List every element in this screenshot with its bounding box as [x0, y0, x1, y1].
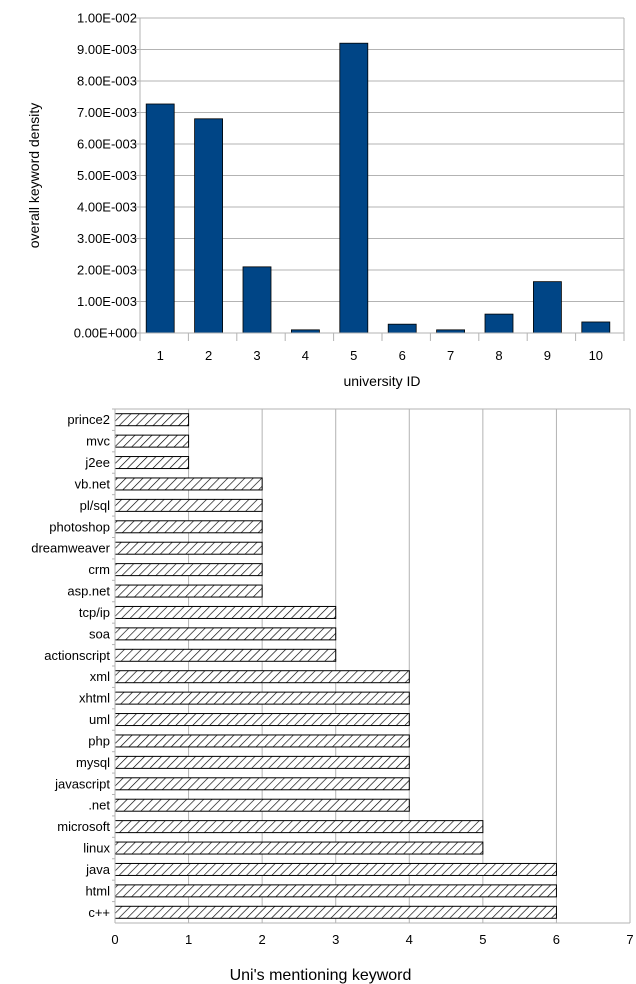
category-label: uml	[89, 712, 110, 727]
x-tick-label: 2	[259, 932, 266, 947]
category-label: c++	[88, 905, 110, 920]
bars	[114, 413, 557, 919]
category-label: php	[88, 733, 110, 748]
x-tick-label: 10	[589, 348, 603, 363]
category-label: microsoft	[57, 819, 110, 834]
x-tick-label: 7	[447, 348, 454, 363]
x-tick-label: 3	[332, 932, 339, 947]
category-label: actionscript	[44, 648, 110, 663]
category-label: pl/sql	[80, 498, 110, 513]
category-label: prince2	[67, 412, 110, 427]
bar	[114, 862, 557, 876]
y-tick-label: 8.00E-003	[77, 74, 137, 89]
bar	[387, 323, 417, 334]
category-label: crm	[88, 562, 110, 577]
bar	[484, 313, 514, 334]
bar	[114, 777, 410, 791]
x-tick-label: 6	[553, 932, 560, 947]
y-axis-ticks: 0.00E+000 1.00E-003 2.00E-003 3.00E-003 4.00…	[74, 11, 625, 341]
category-label: soa	[89, 626, 111, 641]
bar	[114, 456, 190, 470]
bar	[114, 584, 263, 598]
y-tick-label: 2.00E-003	[77, 263, 137, 278]
bar	[114, 905, 557, 919]
x-tick-label: 5	[479, 932, 486, 947]
bar	[114, 541, 263, 555]
category-label: mvc	[86, 434, 110, 449]
bar	[114, 841, 484, 855]
x-tick-label: 4	[406, 932, 413, 947]
bar	[114, 520, 263, 534]
keyword-mentions-chart: prince2 mvc j2ee vb.net pl/sql photoshop dream…	[31, 408, 634, 984]
bar	[145, 103, 175, 334]
bar	[114, 691, 410, 705]
y-tick-label: 7.00E-003	[77, 105, 137, 120]
x-tick-label: 1	[185, 932, 192, 947]
bar	[114, 434, 190, 448]
category-label: dreamweaver	[31, 541, 110, 556]
x-tick-label: 0	[111, 932, 118, 947]
y-tick-label: 1.00E-003	[77, 294, 137, 309]
x-tick-label: 9	[544, 348, 551, 363]
y-tick-label: 5.00E-003	[77, 168, 137, 183]
x-axis-ticks: 1 2 3 4 5 6 7 8 9 10	[139, 332, 625, 363]
bar	[114, 670, 410, 684]
x-axis-title: Uni's mentioning keyword	[230, 967, 412, 984]
bar	[114, 755, 410, 769]
bar	[114, 498, 263, 512]
x-tick-label: 5	[350, 348, 357, 363]
x-axis-ticks: 0 1 2 3 4 5 6 7	[111, 408, 634, 947]
bars	[145, 42, 611, 334]
y-tick-label: 0.00E+000	[74, 326, 137, 341]
y-tick-label: 6.00E-003	[77, 137, 137, 152]
bar	[114, 627, 337, 641]
bar	[114, 648, 337, 662]
x-tick-label: 4	[302, 348, 309, 363]
x-axis-title: university ID	[343, 373, 420, 389]
keyword-density-chart: 0.00E+000 1.00E-003 2.00E-003 3.00E-003 4.00…	[26, 11, 625, 389]
category-label: vb.net	[75, 476, 111, 491]
category-label: java	[85, 862, 111, 877]
category-label: xml	[90, 669, 110, 684]
category-label: j2ee	[84, 455, 110, 470]
x-tick-label: 2	[205, 348, 212, 363]
x-tick-label: 3	[253, 348, 260, 363]
y-axis-title: overall keyword density	[26, 103, 42, 249]
y-tick-label: 9.00E-003	[77, 42, 137, 57]
bar	[114, 713, 410, 727]
x-tick-label: 7	[626, 932, 633, 947]
bar	[114, 884, 557, 898]
x-tick-label: 8	[495, 348, 502, 363]
category-label: javascript	[54, 776, 110, 791]
bar	[533, 281, 562, 334]
bar	[114, 820, 484, 834]
category-label: tcp/ip	[79, 605, 110, 620]
category-label: linux	[83, 841, 110, 856]
bar	[339, 42, 369, 334]
bar	[194, 118, 224, 334]
bar	[114, 605, 337, 619]
y-tick-label: 3.00E-003	[77, 231, 137, 246]
y-tick-label: 1.00E-002	[77, 11, 137, 26]
bar	[114, 413, 190, 427]
category-label: html	[85, 883, 110, 898]
category-label: asp.net	[67, 584, 110, 599]
bar	[114, 477, 263, 491]
category-label: xhtml	[79, 691, 110, 706]
category-label: photoshop	[49, 519, 110, 534]
bar	[114, 734, 410, 748]
category-label: .net	[88, 798, 110, 813]
x-tick-label: 6	[399, 348, 406, 363]
category-label: mysql	[76, 755, 110, 770]
bar	[114, 798, 410, 812]
y-tick-label: 4.00E-003	[77, 200, 137, 215]
category-labels: prince2 mvc j2ee vb.net pl/sql photoshop dream…	[31, 408, 115, 920]
bar	[581, 321, 611, 334]
bar	[242, 266, 272, 334]
bar	[114, 563, 263, 577]
x-tick-label: 1	[157, 348, 164, 363]
